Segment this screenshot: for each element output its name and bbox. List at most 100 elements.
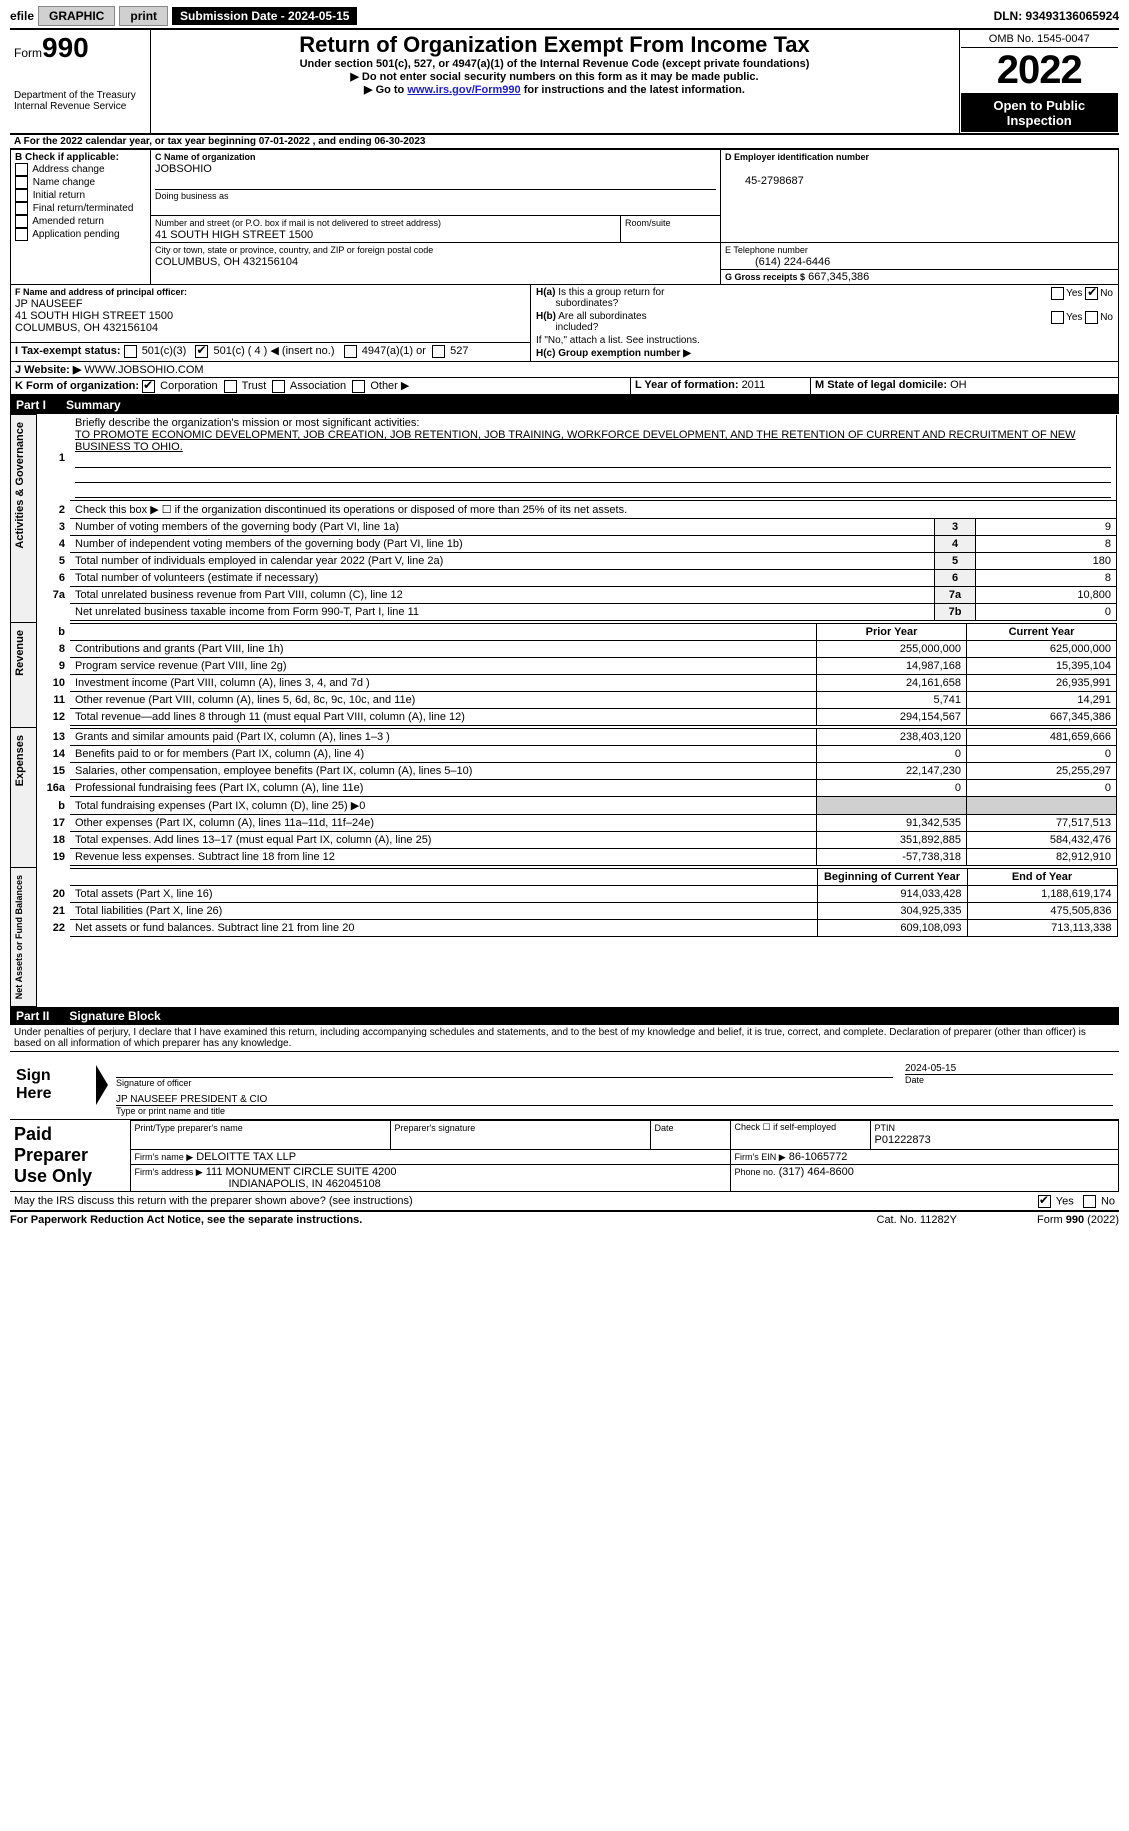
ha-yes[interactable] xyxy=(1051,287,1064,300)
checkbox-amended[interactable] xyxy=(15,215,28,228)
cat-no: Cat. No. 11282Y xyxy=(877,1214,958,1226)
section-j-label: J Website: ▶ xyxy=(15,364,81,376)
klm-block: K Form of organization: Corporation Trus… xyxy=(10,378,1119,396)
hb-yes[interactable] xyxy=(1051,311,1064,324)
firm-addr-label: Firm's address ▶ xyxy=(135,1167,203,1177)
instr-prefix: ▶ Go to xyxy=(364,84,407,96)
form-subtitle: Under section 501(c), 527, or 4947(a)(1)… xyxy=(155,58,955,70)
open-inspection: Open to PublicInspection xyxy=(961,94,1119,132)
website-value[interactable]: WWW.JOBSOHIO.COM xyxy=(84,364,203,376)
gross-receipts: 667,345,386 xyxy=(808,271,869,283)
k-assoc[interactable] xyxy=(272,380,285,393)
i-501c3[interactable] xyxy=(124,345,137,358)
addr-label: Number and street (or P.O. box if mail i… xyxy=(155,218,441,228)
instr-link: ▶ Go to www.irs.gov/Form990 for instruct… xyxy=(155,83,955,96)
vert-revenue: Revenue xyxy=(12,624,28,682)
prep-phone-label: Phone no. xyxy=(735,1167,776,1177)
sign-here-label: Sign Here xyxy=(10,1052,90,1120)
state-domicile: OH xyxy=(950,379,967,391)
city-state-zip: COLUMBUS, OH 432156104 xyxy=(155,256,298,268)
checkbox-address-change[interactable] xyxy=(15,163,28,176)
discuss-no[interactable] xyxy=(1083,1195,1096,1208)
sig-date: 2024-05-15 xyxy=(905,1063,1113,1074)
i-4947[interactable] xyxy=(344,345,357,358)
section-m-label: M State of legal domicile: xyxy=(815,379,950,391)
paid-preparer-block: Paid Preparer Use Only Print/Type prepar… xyxy=(10,1120,1119,1193)
section-c-label: C Name of organization xyxy=(155,152,256,162)
pra-notice: For Paperwork Reduction Act Notice, see … xyxy=(10,1214,362,1226)
prior-year-hdr: Prior Year xyxy=(817,624,967,641)
submission-date: Submission Date - 2024-05-15 xyxy=(172,7,357,25)
calendar-year-line: A For the 2022 calendar year, or tax yea… xyxy=(10,135,1119,148)
form-number: 990 xyxy=(42,32,89,63)
k-corp[interactable] xyxy=(142,380,155,393)
omb-number: OMB No. 1545-0047 xyxy=(961,31,1119,48)
hb-note: If "No," attach a list. See instructions… xyxy=(535,334,1114,347)
ty-end: 06-30-2023 xyxy=(374,136,425,147)
tax-year: 2022 xyxy=(997,48,1082,92)
k-trust[interactable] xyxy=(224,380,237,393)
topbar: efile GRAPHIC print Submission Date - 20… xyxy=(10,6,1119,26)
city-label: City or town, state or province, country… xyxy=(155,245,433,255)
mission-text: TO PROMOTE ECONOMIC DEVELOPMENT, JOB CRE… xyxy=(75,429,1075,453)
irs-link[interactable]: www.irs.gov/Form990 xyxy=(407,84,520,96)
section-e-label: E Telephone number xyxy=(725,245,808,255)
dept-treasury: Department of the Treasury xyxy=(14,90,146,101)
checkbox-initial-return[interactable] xyxy=(15,189,28,202)
form-header: Form990 Department of the Treasury Inter… xyxy=(10,28,1119,135)
discuss-yes[interactable] xyxy=(1038,1195,1051,1208)
line3-val: 9 xyxy=(976,519,1117,536)
prep-date-label: Date xyxy=(655,1123,674,1133)
i-501c[interactable] xyxy=(195,345,208,358)
form-label-footer: Form 990 (2022) xyxy=(1037,1214,1119,1226)
dln-label: DLN: 93493136065924 xyxy=(994,9,1119,23)
dba-label: Doing business as xyxy=(155,191,229,201)
section-g-label: G Gross receipts $ xyxy=(725,272,805,282)
firm-ein-label: Firm's EIN ▶ xyxy=(735,1152,786,1162)
discuss-line: May the IRS discuss this return with the… xyxy=(10,1192,1119,1212)
firm-name: DELOITTE TAX LLP xyxy=(196,1151,296,1163)
firm-name-label: Firm's name ▶ xyxy=(135,1152,194,1162)
part1-header: Part I Summary xyxy=(10,396,1119,414)
prep-name-label: Print/Type preparer's name xyxy=(135,1123,243,1133)
vert-expenses: Expenses xyxy=(12,729,28,792)
sign-here-block: Sign Here Signature of officer 2024-05-1… xyxy=(10,1052,1119,1120)
graphic-button[interactable]: GRAPHIC xyxy=(38,6,115,26)
checkbox-app-pending[interactable] xyxy=(15,228,28,241)
ptin-value: P01222873 xyxy=(875,1134,931,1146)
checkbox-name-change[interactable] xyxy=(15,176,28,189)
section-k-label: K Form of organization: xyxy=(15,380,139,392)
officer-addr2: COLUMBUS, OH 432156104 xyxy=(15,322,158,334)
ty-begin: 07-01-2022 xyxy=(259,136,310,147)
vert-netassets: Net Assets or Fund Balances xyxy=(12,869,26,1005)
paid-prep-label: Paid Preparer Use Only xyxy=(10,1120,130,1192)
k-other[interactable] xyxy=(352,380,365,393)
page-footer: For Paperwork Reduction Act Notice, see … xyxy=(10,1212,1119,1226)
section-i-label: I Tax-exempt status: xyxy=(15,345,121,357)
checkbox-final-return[interactable] xyxy=(15,202,28,215)
street-address: 41 SOUTH HIGH STREET 1500 xyxy=(155,229,313,241)
year-formation: 2011 xyxy=(742,379,766,391)
officer-name: JP NAUSEEF xyxy=(15,298,83,310)
instr-suffix: for instructions and the latest informat… xyxy=(521,84,745,96)
self-employed-check[interactable]: Check ☐ if self-employed xyxy=(730,1120,870,1149)
mission-prompt: Briefly describe the organization's miss… xyxy=(75,417,419,429)
form-title: Return of Organization Exempt From Incom… xyxy=(155,32,955,58)
efile-label: efile xyxy=(10,9,34,23)
ptin-label: PTIN xyxy=(875,1123,896,1133)
begin-year-hdr: Beginning of Current Year xyxy=(817,869,967,886)
prep-phone: (317) 464-8600 xyxy=(779,1166,854,1178)
declaration-text: Under penalties of perjury, I declare th… xyxy=(10,1025,1119,1052)
firm-ein: 86-1065772 xyxy=(789,1151,848,1163)
sig-officer-label: Signature of officer xyxy=(116,1077,893,1088)
hb-no[interactable] xyxy=(1085,311,1098,324)
officer-printed: JP NAUSEEF PRESIDENT & CIO xyxy=(116,1094,1113,1105)
i-527[interactable] xyxy=(432,345,445,358)
org-name: JOBSOHIO xyxy=(155,163,212,175)
print-button[interactable]: print xyxy=(119,6,168,26)
vert-activities: Activities & Governance xyxy=(12,416,28,555)
ha-no[interactable] xyxy=(1085,287,1098,300)
prep-sig-label: Preparer's signature xyxy=(395,1123,476,1133)
telephone: (614) 224-6446 xyxy=(725,256,830,268)
part2-header: Part II Signature Block xyxy=(10,1007,1119,1025)
